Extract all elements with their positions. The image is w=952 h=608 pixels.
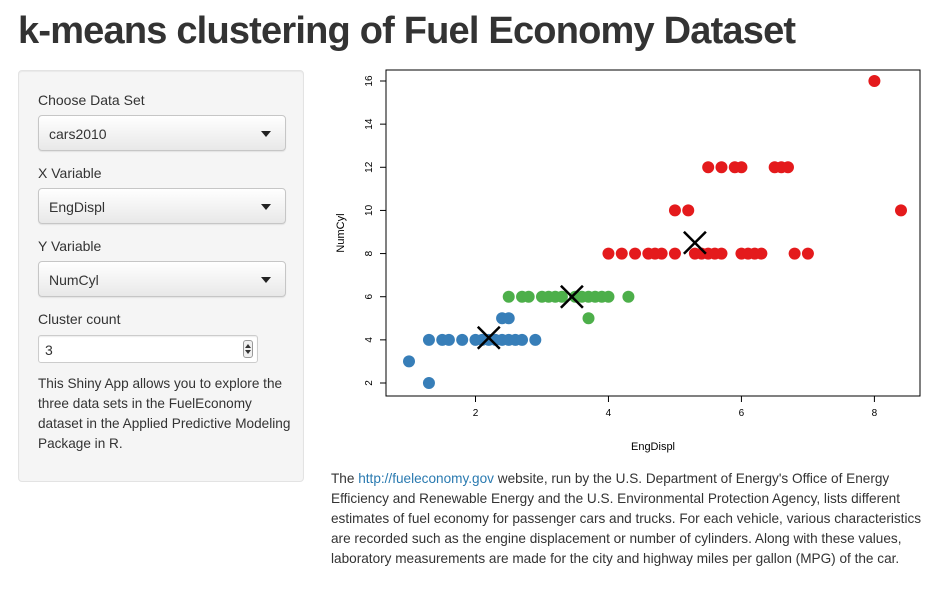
data-point-cluster-3 [602,247,615,260]
chevron-down-icon [261,131,271,137]
dataset-description: The http://fueleconomy.gov website, run … [331,469,943,569]
data-point-cluster-3 [668,247,681,260]
y-tick-label: 6 [364,293,375,299]
y-variable-select[interactable]: NumCyl [38,261,286,297]
description-prefix: The [331,471,359,486]
y-tick-label: 16 [364,75,375,87]
data-point-cluster-3 [801,247,814,260]
x-variable-select-value: EngDispl [49,199,106,215]
y-tick-label: 12 [364,161,375,173]
data-point-cluster-2 [602,290,615,303]
plot-centers [476,230,707,350]
data-point-cluster-3 [781,161,794,174]
dataset-label: Choose Data Set [38,92,145,108]
cluster-center-stroke [683,230,707,255]
cluster-count-value: 3 [45,342,53,358]
x-axis-label: EngDispl [631,441,675,453]
y-tick-label: 4 [364,337,375,343]
data-point-cluster-1 [442,333,455,346]
x-tick-label: 4 [606,408,612,419]
data-point-cluster-2 [522,290,535,303]
data-point-cluster-1 [403,355,415,368]
cluster-center-stroke [560,284,584,309]
cluster-count-label: Cluster count [38,311,121,327]
data-point-cluster-3 [715,247,728,260]
cluster-center-stroke [476,325,501,350]
data-point-cluster-3 [788,247,801,260]
data-point-cluster-3 [668,204,681,217]
chevron-down-icon [261,277,271,283]
plot-points [403,75,907,389]
data-point-cluster-3 [682,204,695,217]
data-point-cluster-1 [529,333,542,346]
data-point-cluster-2 [582,312,595,325]
data-point-cluster-1 [422,333,435,346]
data-point-cluster-2 [555,290,568,303]
data-point-cluster-3 [895,204,907,217]
chevron-down-icon [261,204,271,210]
data-point-cluster-3 [655,247,668,260]
y-tick-label: 10 [364,204,375,216]
y-axis-label: NumCyl [335,213,347,252]
y-variable-label: Y Variable [38,238,102,254]
fueleconomy-link[interactable]: http://fueleconomy.gov [358,471,494,486]
y-variable-select-value: NumCyl [49,272,99,288]
y-tick-label: 8 [364,250,375,256]
description-body: website, run by the U.S. Department of E… [331,471,922,566]
data-point-cluster-3 [735,161,748,174]
data-point-cluster-3 [868,75,881,87]
page-title: k-means clustering of Fuel Economy Datas… [18,10,796,52]
data-point-cluster-2 [502,290,515,303]
sidebar-description: This Shiny App allows you to explore the… [38,376,291,451]
x-variable-select[interactable]: EngDispl [38,188,286,224]
plot-frame [385,69,921,397]
x-tick-label: 6 [739,408,745,419]
cross-icon [683,230,707,255]
x-variable-label: X Variable [38,165,102,181]
dataset-select-value: cars2010 [49,126,107,142]
cluster-count-input[interactable]: 3 [38,335,258,363]
data-point-cluster-3 [715,161,728,174]
spinner-up-icon[interactable] [245,344,251,348]
data-point-cluster-1 [456,333,469,346]
data-point-cluster-3 [702,161,715,174]
plot-axes: 2 4 6 8 2 4 6 8 10 12 14 16 EngDispl NumCyl [335,69,921,453]
dataset-select[interactable]: cars2010 [38,115,286,151]
cross-icon [560,284,584,309]
data-point-cluster-3 [629,247,642,260]
data-point-cluster-1 [502,312,515,325]
data-point-cluster-3 [755,247,768,260]
y-tick-label: 14 [364,118,375,130]
sidebar-panel: Choose Data Set cars2010 X Variable EngD… [18,70,304,482]
spinner-arrows-icon[interactable] [243,340,253,358]
data-point-cluster-1 [422,377,435,389]
data-point-cluster-3 [615,247,628,260]
kmeans-scatter-plot: 2 4 6 8 2 4 6 8 10 12 14 16 EngDispl NumCyl [335,69,921,453]
data-point-cluster-2 [622,290,635,303]
y-tick-label: 2 [364,380,375,386]
spinner-down-icon[interactable] [245,350,251,354]
x-tick-label: 8 [872,408,878,419]
data-point-cluster-1 [516,333,529,346]
x-tick-label: 2 [473,408,479,419]
cross-icon [476,325,501,350]
